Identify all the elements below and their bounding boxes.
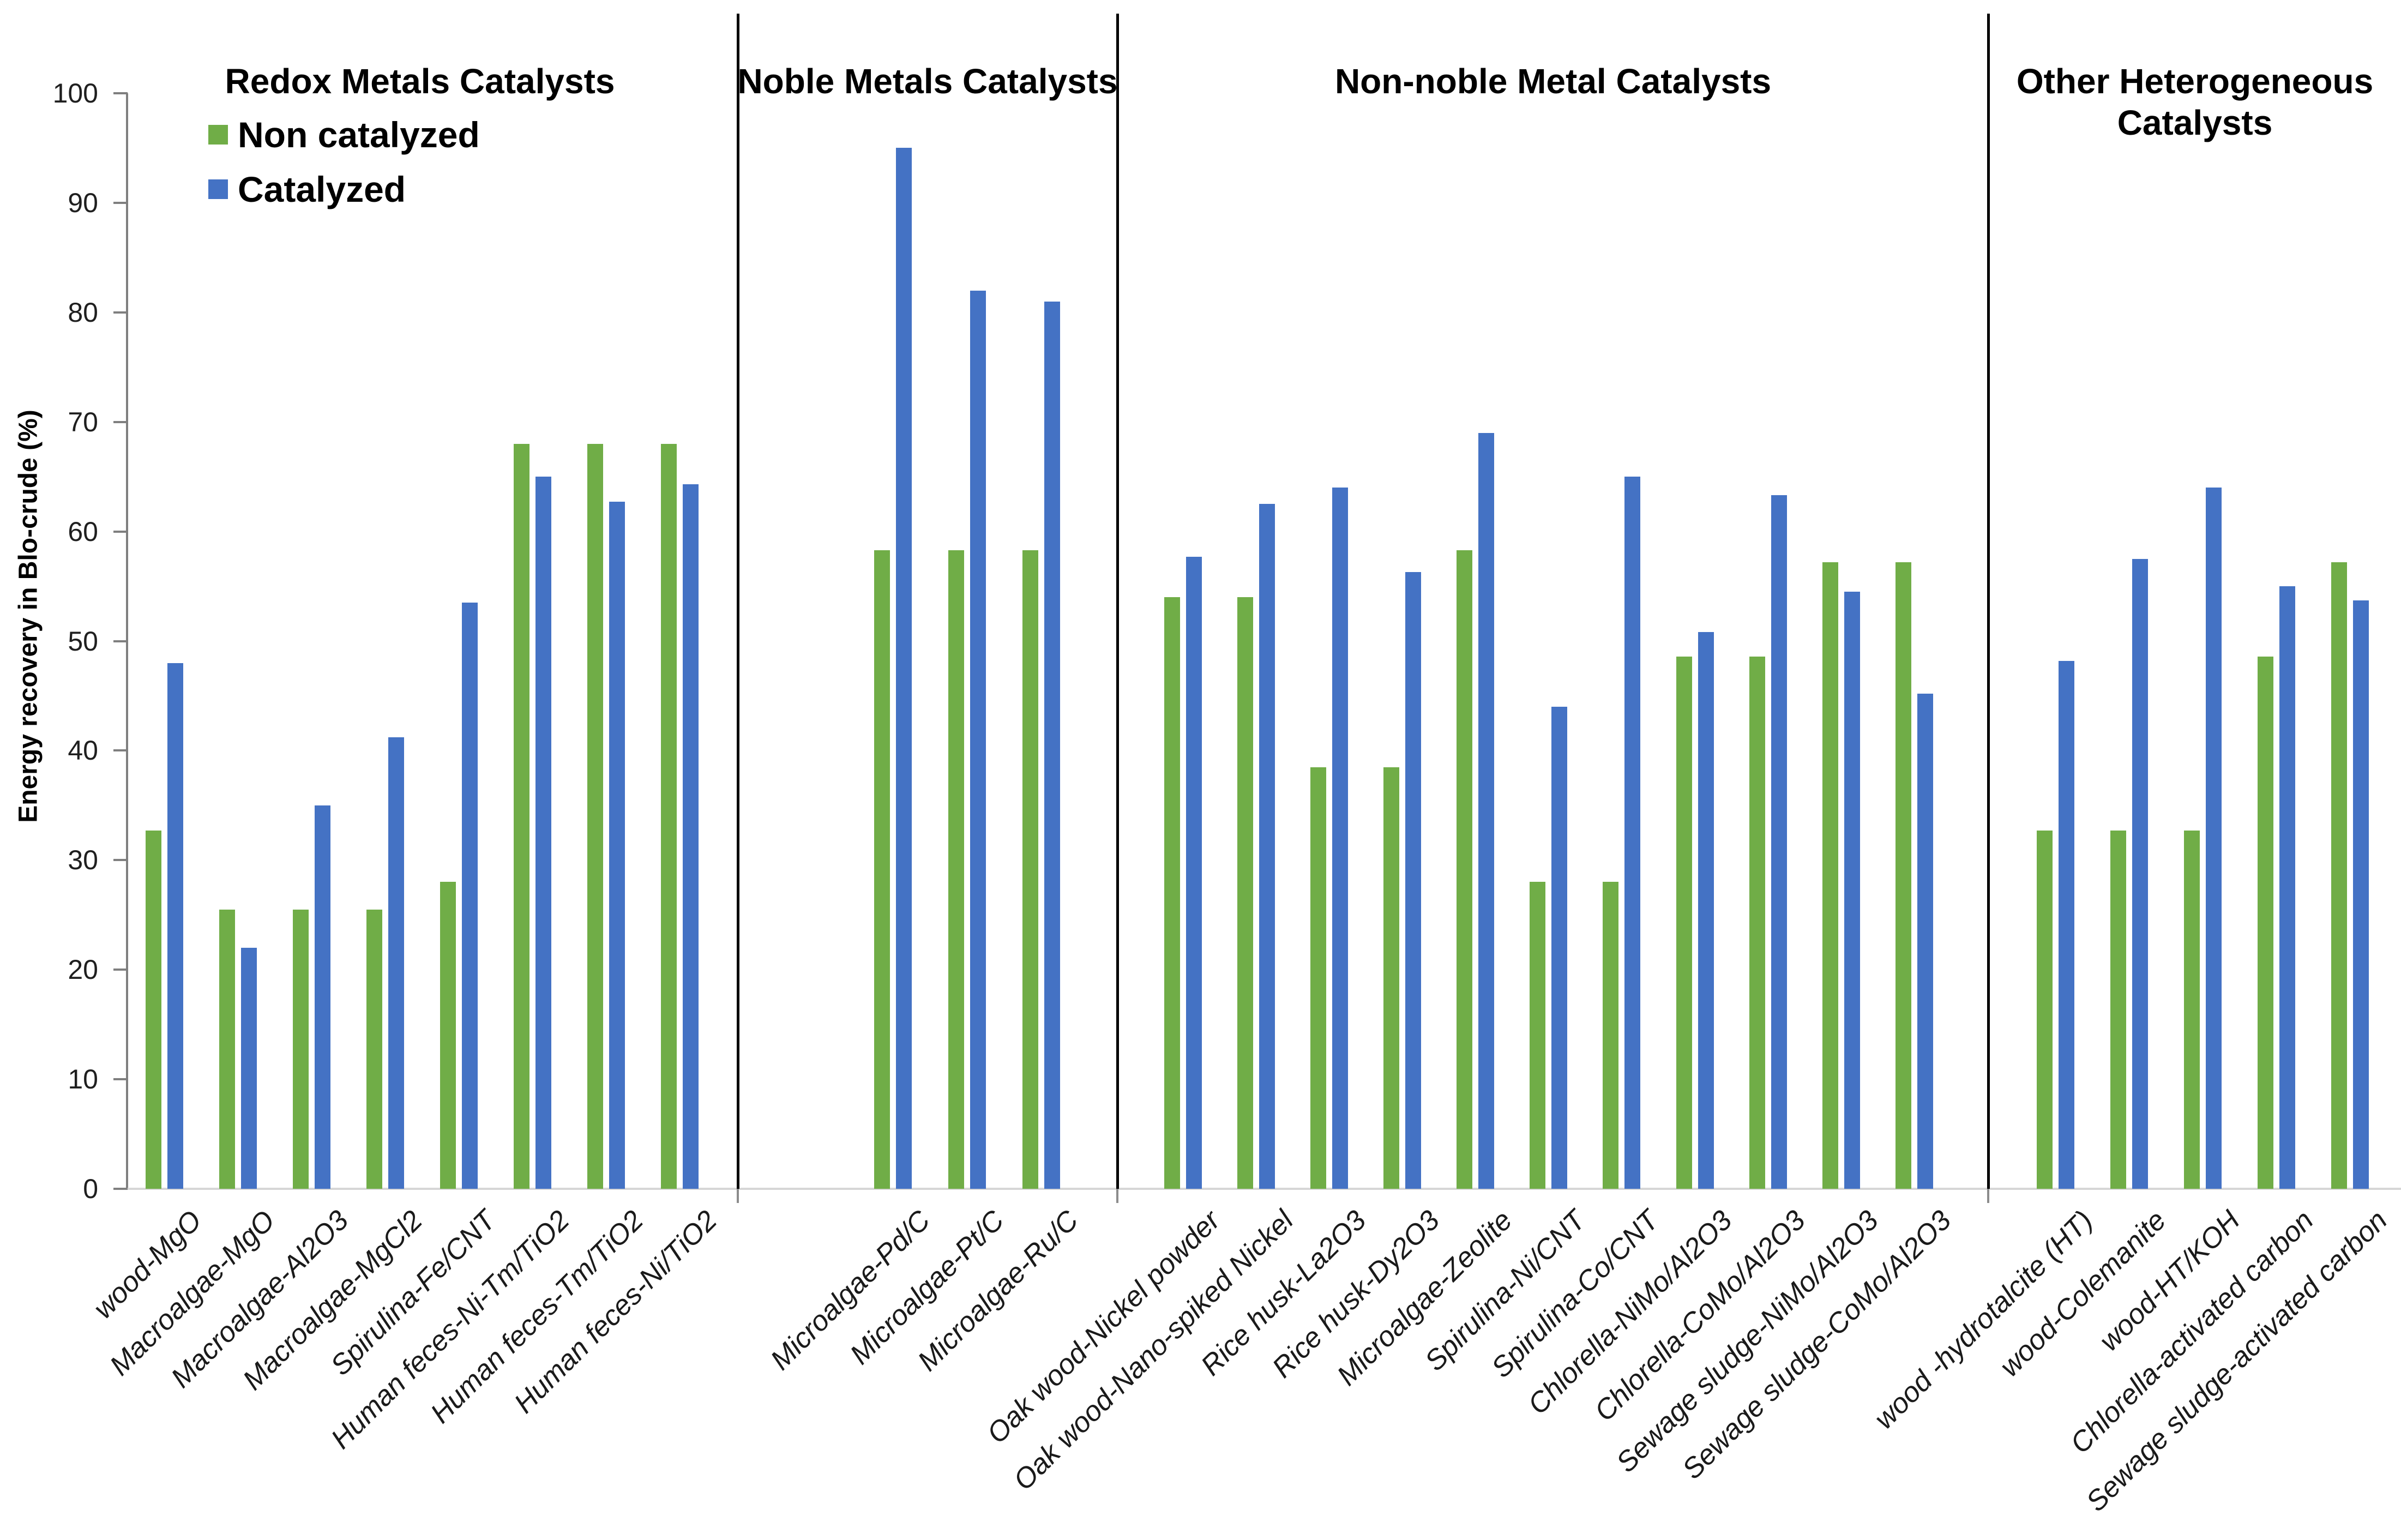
y-tick-mark bbox=[113, 311, 128, 314]
legend-swatch-catalyzed bbox=[208, 179, 228, 199]
bar-non-catalyzed bbox=[1022, 550, 1038, 1189]
bar-catalyzed bbox=[1917, 693, 1933, 1189]
bar-catalyzed bbox=[1624, 477, 1640, 1189]
bar-catalyzed bbox=[1186, 556, 1202, 1189]
bar-non-catalyzed bbox=[292, 909, 309, 1189]
section-header: Redox Metals Catalysts bbox=[225, 62, 615, 101]
bar-catalyzed bbox=[970, 290, 986, 1189]
bar-catalyzed bbox=[682, 484, 699, 1189]
y-tick-label: 60 bbox=[68, 516, 98, 547]
bar-catalyzed bbox=[2132, 558, 2148, 1189]
bar-catalyzed bbox=[1698, 632, 1714, 1189]
bar-non-catalyzed bbox=[1456, 550, 1472, 1189]
bar-catalyzed bbox=[388, 737, 404, 1189]
bar-catalyzed bbox=[2352, 600, 2369, 1189]
legend-swatch-non-catalyzed bbox=[208, 125, 228, 145]
bar-non-catalyzed bbox=[366, 909, 382, 1189]
bar-catalyzed bbox=[535, 477, 551, 1189]
section-header: Non-noble Metal Catalysts bbox=[1334, 62, 1772, 101]
bar-non-catalyzed bbox=[1529, 882, 1545, 1189]
y-tick-mark bbox=[113, 201, 128, 204]
y-tick-label: 80 bbox=[68, 297, 98, 328]
bar-non-catalyzed bbox=[2183, 831, 2200, 1189]
bar-catalyzed bbox=[2058, 660, 2074, 1189]
section-divider bbox=[1987, 14, 1990, 1189]
bar-non-catalyzed bbox=[2110, 831, 2126, 1189]
section-header: Other Heterogeneous Catalysts bbox=[2016, 62, 2374, 142]
bar-catalyzed bbox=[609, 502, 625, 1189]
y-tick-label: 50 bbox=[68, 625, 98, 657]
y-tick-label: 20 bbox=[68, 954, 98, 985]
y-tick-label: 30 bbox=[68, 845, 98, 876]
y-tick-mark bbox=[113, 640, 128, 642]
bar-non-catalyzed bbox=[660, 443, 677, 1189]
bar-non-catalyzed bbox=[1602, 882, 1618, 1189]
y-tick-label: 100 bbox=[52, 78, 98, 109]
y-tick-label: 40 bbox=[68, 735, 98, 766]
bar-catalyzed bbox=[1478, 432, 1494, 1189]
bar-catalyzed bbox=[314, 805, 330, 1189]
y-tick-label: 70 bbox=[68, 406, 98, 437]
bar-non-catalyzed bbox=[2036, 831, 2053, 1189]
bar-non-catalyzed bbox=[874, 550, 890, 1189]
section-divider-stub bbox=[737, 1189, 739, 1203]
bar-non-catalyzed bbox=[1237, 597, 1253, 1189]
bar-non-catalyzed bbox=[1310, 767, 1326, 1189]
y-tick-mark bbox=[113, 1188, 128, 1190]
bar-non-catalyzed bbox=[2331, 562, 2347, 1189]
bar-catalyzed bbox=[1844, 592, 1860, 1189]
bar-non-catalyzed bbox=[145, 831, 161, 1189]
bar-non-catalyzed bbox=[1164, 597, 1180, 1189]
y-tick-mark bbox=[113, 968, 128, 971]
y-tick-label: 90 bbox=[68, 187, 98, 218]
bar-non-catalyzed bbox=[440, 882, 456, 1189]
bar-catalyzed bbox=[167, 663, 183, 1189]
y-tick-mark bbox=[113, 420, 128, 423]
y-tick-label: 0 bbox=[83, 1174, 98, 1204]
bar-non-catalyzed bbox=[587, 443, 603, 1189]
section-divider-stub bbox=[1116, 1189, 1118, 1203]
bar-catalyzed bbox=[2279, 586, 2295, 1189]
bar-non-catalyzed bbox=[948, 550, 964, 1189]
y-tick-mark bbox=[113, 1078, 128, 1081]
legend-label-non-catalyzed: Non catalyzed bbox=[238, 115, 480, 155]
bar-non-catalyzed bbox=[1822, 562, 1838, 1189]
bar-catalyzed bbox=[1771, 495, 1787, 1189]
bar-non-catalyzed bbox=[1676, 656, 1692, 1189]
bar-non-catalyzed bbox=[1895, 562, 1911, 1189]
bar-non-catalyzed bbox=[2257, 656, 2273, 1189]
y-tick-label: 10 bbox=[68, 1064, 98, 1095]
bar-non-catalyzed bbox=[1383, 767, 1399, 1189]
bar-catalyzed bbox=[2205, 488, 2222, 1189]
bar-catalyzed bbox=[461, 603, 478, 1189]
bar-catalyzed bbox=[1551, 707, 1567, 1189]
section-divider-stub bbox=[1987, 1189, 1989, 1203]
section-divider bbox=[737, 14, 739, 1189]
bar-catalyzed bbox=[1044, 301, 1060, 1189]
bar-non-catalyzed bbox=[1749, 656, 1765, 1189]
y-tick-mark bbox=[113, 92, 128, 94]
y-tick-mark bbox=[113, 859, 128, 862]
y-tick-mark bbox=[113, 530, 128, 533]
section-divider bbox=[1116, 14, 1119, 1189]
bar-catalyzed bbox=[1332, 488, 1348, 1189]
bar-catalyzed bbox=[240, 948, 257, 1189]
bar-non-catalyzed bbox=[219, 909, 235, 1189]
bar-non-catalyzed bbox=[513, 443, 529, 1189]
x-axis-line bbox=[127, 1188, 2401, 1190]
bar-catalyzed bbox=[1259, 504, 1275, 1189]
y-tick-mark bbox=[113, 749, 128, 752]
bar-catalyzed bbox=[1405, 572, 1421, 1189]
legend-label-catalyzed: Catalyzed bbox=[238, 169, 406, 209]
section-header: Noble Metals Catalysts bbox=[737, 62, 1118, 101]
bar-catalyzed bbox=[895, 148, 912, 1189]
